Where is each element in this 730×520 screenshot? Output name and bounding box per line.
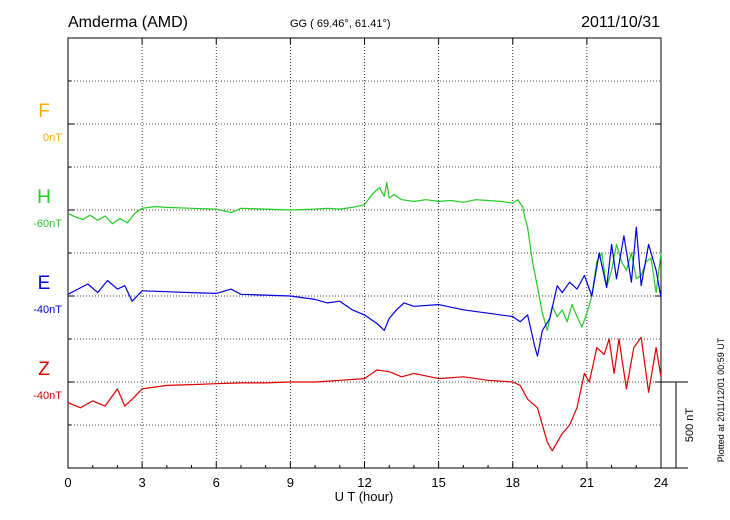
x-tick-label: 3 xyxy=(139,475,146,490)
plotted-timestamp: Plotted at 2011/12/01 00:59 UT xyxy=(716,337,726,462)
x-axis-ticks: 0 3 6 9 12 15 18 21 24 xyxy=(64,38,668,490)
x-tick-label: 21 xyxy=(580,475,594,490)
panel-labels: F 0nT H -60nT E -40nT Z -40nT xyxy=(33,80,661,426)
x-tick-label: 18 xyxy=(506,475,520,490)
trace-z xyxy=(67,336,662,452)
trace-e xyxy=(67,226,662,357)
panel-label-z: Z xyxy=(38,359,50,380)
grid xyxy=(68,38,661,468)
scale-bar-label: 500 nT xyxy=(684,408,696,443)
panel-baseline-e: -40nT xyxy=(33,304,62,316)
panel-baseline-f: 0nT xyxy=(43,132,62,144)
panel-label-f: F xyxy=(38,101,50,122)
scale-bar: 500 nT xyxy=(661,381,696,469)
traces xyxy=(67,181,662,452)
station-coordinates: GG ( 69.46°, 61.41°) xyxy=(290,18,391,30)
station-title: Amderma (AMD) xyxy=(68,14,188,31)
panel-label-e: E xyxy=(38,273,51,294)
x-tick-label: 15 xyxy=(431,475,445,490)
panel-label-h: H xyxy=(37,187,51,208)
x-tick-label: 0 xyxy=(64,475,71,490)
trace-h xyxy=(67,181,662,331)
x-tick-label: 12 xyxy=(357,475,371,490)
x-tick-label: 6 xyxy=(213,475,220,490)
x-tick-label: 24 xyxy=(654,475,668,490)
x-tick-label: 9 xyxy=(287,475,294,490)
x-axis-label: U T (hour) xyxy=(335,489,394,504)
panel-baseline-z: -40nT xyxy=(33,390,62,402)
panel-baseline-h: -60nT xyxy=(33,218,62,230)
plot-date: 2011/10/31 xyxy=(581,14,660,31)
